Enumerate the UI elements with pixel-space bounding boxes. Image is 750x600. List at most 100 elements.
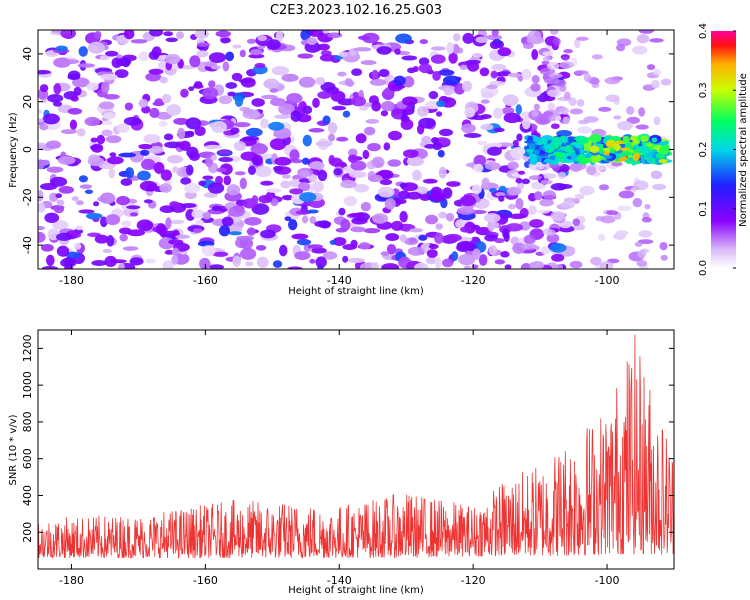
heatmap-cell (589, 145, 600, 153)
heatmap-cell (384, 198, 396, 210)
heatmap-cell (45, 140, 62, 150)
heatmap-cell (329, 240, 336, 245)
heatmap-cell (154, 98, 164, 106)
heatmap-cell (606, 210, 619, 216)
heatmap-cell (438, 128, 454, 137)
heatmap-cell (322, 115, 331, 125)
heatmap-cell (353, 183, 370, 193)
heatmap-cell (367, 174, 383, 183)
heatmap-cell (136, 219, 154, 232)
heatmap-cell (169, 219, 185, 225)
heatmap-cell (289, 188, 303, 195)
heatmap-cell (139, 180, 158, 192)
heatmap-cell (385, 233, 400, 242)
heatmap-cell (173, 117, 189, 125)
heatmap-cell (99, 192, 116, 204)
heatmap-cell (467, 61, 480, 72)
heatmap-cell (208, 80, 216, 88)
heatmap-cell (291, 233, 309, 240)
heatmap-cell (598, 184, 610, 191)
heatmap-cell (547, 102, 556, 110)
heatmap-cell (412, 65, 419, 73)
heatmap-cell (337, 71, 347, 77)
heatmap-cell (87, 41, 105, 54)
heatmap-cell (548, 73, 563, 79)
heatmap-cell (103, 94, 120, 100)
heatmap-cell (342, 255, 349, 263)
x-tick-label: -180 (59, 574, 84, 587)
heatmap-cell (456, 243, 471, 253)
heatmap-cell (79, 184, 93, 189)
heatmap-cell (350, 239, 358, 248)
heatmap-cell (56, 245, 70, 257)
heatmap-cell (124, 102, 134, 111)
heatmap-cell (567, 136, 574, 143)
heatmap-cell (159, 183, 173, 193)
heatmap-cell (490, 70, 498, 79)
heatmap-cell (105, 214, 121, 226)
heatmap-cell (118, 263, 126, 269)
y-tick-label: 1000 (21, 371, 34, 399)
heatmap-cell (298, 76, 316, 88)
heatmap-cell (238, 78, 255, 84)
heatmap-cell (369, 78, 387, 86)
heatmap-cell (605, 94, 620, 103)
heatmap-cell (402, 76, 415, 88)
x-tick-label: -120 (461, 574, 486, 587)
heatmap-cell (260, 229, 276, 239)
heatmap-cell (599, 261, 614, 269)
heatmap-cell (505, 223, 524, 232)
heatmap-cell (644, 204, 651, 210)
heatmap-cell (196, 42, 211, 47)
heatmap-cell (40, 243, 54, 252)
heatmap-cell (559, 107, 570, 115)
heatmap-cell (192, 228, 203, 234)
heatmap-cell (273, 165, 284, 172)
heatmap-cell (299, 192, 317, 202)
heatmap-cell (255, 244, 267, 251)
colorbar-tick-label: 0.0 (698, 260, 709, 276)
heatmap-cell (498, 195, 505, 202)
colorbar-ticks: 0.0 0.1 0.2 0.3 0.4 (698, 23, 736, 276)
heatmap-cell (109, 259, 127, 264)
heatmap-cell (314, 220, 332, 228)
heatmap-cell (515, 198, 524, 210)
heatmap-cell (120, 178, 133, 186)
heatmap-cell (479, 67, 490, 77)
heatmap-cell (145, 258, 157, 264)
heatmap-cell (527, 30, 542, 41)
heatmap-cell (308, 173, 318, 183)
heatmap-cell (491, 63, 507, 71)
heatmap-cell (494, 238, 505, 244)
heatmap-cell (153, 161, 165, 174)
heatmap-cell (94, 234, 109, 244)
heatmap-cell (67, 73, 81, 80)
heatmap-cell (100, 73, 118, 81)
heatmap-cell (288, 219, 298, 231)
heatmap-cell (381, 101, 395, 112)
heatmap-cell (399, 182, 408, 188)
heatmap-cell (529, 155, 536, 165)
heatmap-cell (344, 78, 353, 87)
heatmap-cell (165, 217, 172, 230)
heatmap-cell (550, 30, 559, 35)
heatmap-cell (99, 55, 110, 61)
heatmap-cell (360, 60, 377, 66)
heatmap-cell (57, 156, 76, 165)
heatmap-cell (557, 171, 567, 179)
heatmap-cell (348, 212, 366, 218)
heatmap-cell (451, 43, 460, 55)
heatmap-cell (122, 246, 139, 251)
heatmap-cell (660, 254, 668, 261)
heatmap-cell (55, 45, 68, 52)
heatmap-cell (393, 75, 406, 86)
heatmap-cell (278, 103, 295, 115)
heatmap-cell (317, 91, 332, 99)
heatmap-cell (597, 233, 606, 242)
heatmap-cell (456, 206, 475, 215)
heatmap-cell (259, 118, 269, 129)
heatmap-cell (121, 57, 131, 68)
heatmap-cell (536, 209, 550, 214)
heatmap-cell (188, 86, 195, 92)
